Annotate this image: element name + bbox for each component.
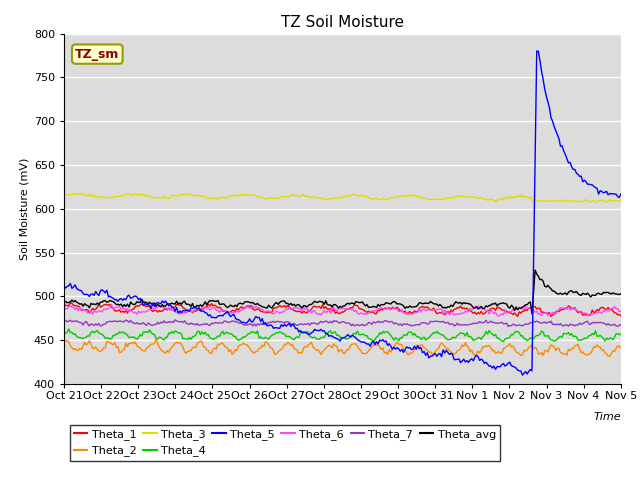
Text: TZ_sm: TZ_sm xyxy=(75,48,120,60)
Legend: Theta_1, Theta_2, Theta_3, Theta_4, Theta_5, Theta_6, Theta_7, Theta_avg: Theta_1, Theta_2, Theta_3, Theta_4, Thet… xyxy=(70,425,500,461)
Text: Time: Time xyxy=(593,412,621,422)
Title: TZ Soil Moisture: TZ Soil Moisture xyxy=(281,15,404,30)
Y-axis label: Soil Moisture (mV): Soil Moisture (mV) xyxy=(20,157,29,260)
